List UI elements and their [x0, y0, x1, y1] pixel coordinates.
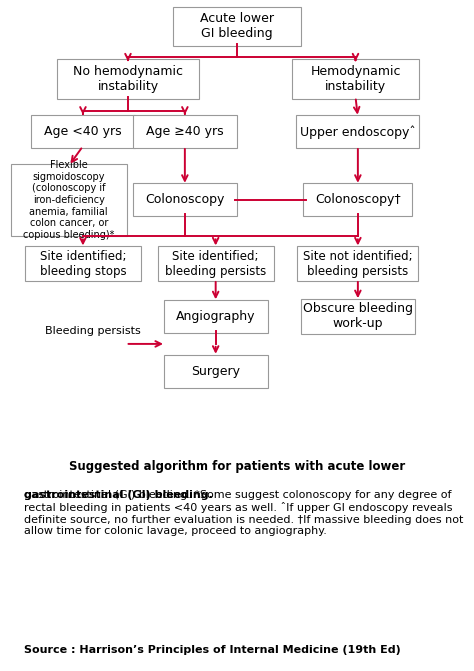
- FancyBboxPatch shape: [164, 355, 268, 388]
- FancyBboxPatch shape: [164, 300, 268, 333]
- Text: Obscure bleeding
work-up: Obscure bleeding work-up: [303, 303, 413, 330]
- Text: Surgery: Surgery: [191, 365, 240, 378]
- Text: Angiography: Angiography: [176, 310, 255, 323]
- Text: Site identified;
bleeding persists: Site identified; bleeding persists: [165, 250, 266, 278]
- Text: gastrointestinal (GI) bleeding. *Some suggest colonoscopy for any degree of rect: gastrointestinal (GI) bleeding. *Some su…: [24, 491, 463, 536]
- FancyBboxPatch shape: [31, 115, 135, 148]
- Text: Source : Harrison’s Principles of Internal Medicine (19th Ed): Source : Harrison’s Principles of Intern…: [24, 645, 401, 655]
- Text: Suggested algorithm for patients with acute lower: Suggested algorithm for patients with ac…: [69, 460, 405, 473]
- Text: Acute lower
GI bleeding: Acute lower GI bleeding: [200, 12, 274, 40]
- FancyBboxPatch shape: [157, 246, 274, 281]
- FancyBboxPatch shape: [301, 299, 415, 334]
- Text: Site identified;
bleeding stops: Site identified; bleeding stops: [40, 250, 126, 278]
- Text: Age <40 yrs: Age <40 yrs: [44, 125, 122, 138]
- Text: Bleeding persists: Bleeding persists: [45, 326, 140, 336]
- Text: Colonoscopy†: Colonoscopy†: [315, 193, 401, 207]
- Text: Colonoscopy: Colonoscopy: [145, 193, 225, 207]
- Text: Age ≥40 yrs: Age ≥40 yrs: [146, 125, 224, 138]
- Text: Flexible
sigmoidoscopy
(colonoscopy if
iron-deficiency
anemia, familial
colon ca: Flexible sigmoidoscopy (colonoscopy if i…: [23, 160, 114, 240]
- Text: No hemodynamic
instability: No hemodynamic instability: [73, 65, 183, 93]
- FancyBboxPatch shape: [133, 115, 237, 148]
- FancyBboxPatch shape: [296, 115, 419, 148]
- Text: Site not identified;
bleeding persists: Site not identified; bleeding persists: [303, 250, 413, 278]
- FancyBboxPatch shape: [298, 246, 418, 281]
- Text: Upper endoscopyˆ: Upper endoscopyˆ: [300, 125, 416, 139]
- FancyBboxPatch shape: [292, 59, 419, 99]
- FancyBboxPatch shape: [25, 246, 141, 281]
- Text: Hemodynamic
instability: Hemodynamic instability: [310, 65, 401, 93]
- Text: gastrointestinal (GI) bleeding.: gastrointestinal (GI) bleeding.: [24, 491, 212, 501]
- FancyBboxPatch shape: [303, 183, 412, 217]
- FancyBboxPatch shape: [10, 164, 127, 236]
- FancyBboxPatch shape: [57, 59, 199, 99]
- FancyBboxPatch shape: [173, 7, 301, 46]
- FancyBboxPatch shape: [133, 183, 237, 217]
